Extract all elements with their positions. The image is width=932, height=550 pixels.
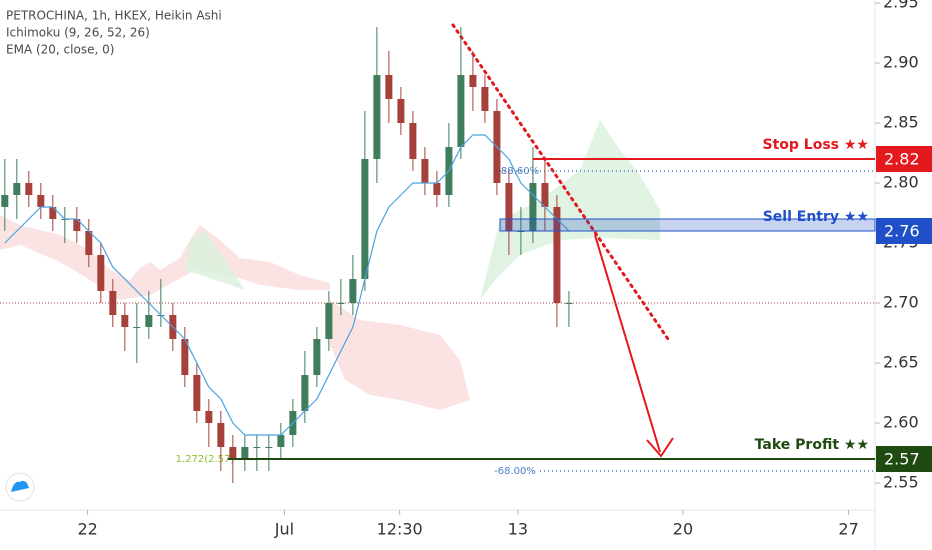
cloud-red bbox=[330, 300, 470, 410]
fib-label: 1.272(2.57) bbox=[176, 454, 235, 465]
level-price-box bbox=[876, 146, 932, 172]
level-name: Sell Entry ★★ bbox=[763, 209, 869, 225]
fib-label: -68.00% bbox=[494, 466, 536, 477]
level-price-box bbox=[876, 446, 932, 472]
trend-line bbox=[451, 23, 672, 344]
indicator-label: EMA (20, close, 0) bbox=[6, 43, 114, 57]
candle-body bbox=[565, 303, 573, 304]
candle-body bbox=[241, 447, 249, 459]
candle-body bbox=[49, 207, 57, 219]
candle-body bbox=[109, 291, 117, 315]
candle-body bbox=[37, 195, 45, 207]
y-tick-label: 2.65 bbox=[883, 353, 919, 372]
candle-body bbox=[1, 195, 9, 207]
candle-body bbox=[229, 447, 237, 459]
candle-body bbox=[421, 159, 429, 183]
y-tick-label: 2.80 bbox=[883, 173, 919, 192]
ema-line bbox=[4, 134, 570, 436]
x-tick-label: 12:30 bbox=[377, 520, 423, 539]
x-tick-label: Jul bbox=[274, 520, 294, 539]
level-price-label: 2.57 bbox=[884, 450, 920, 469]
candle-body bbox=[265, 447, 273, 448]
cloud-green bbox=[185, 230, 245, 290]
cloud-green bbox=[480, 120, 660, 300]
candle-body bbox=[469, 75, 477, 87]
y-tick-label: 2.90 bbox=[883, 53, 919, 72]
chart-title: PETROCHINA, 1h, HKEX, Heikin Ashi bbox=[6, 9, 222, 23]
candle-body bbox=[541, 183, 549, 207]
candle-body bbox=[529, 183, 537, 231]
candle-body bbox=[181, 339, 189, 375]
arrow bbox=[594, 234, 661, 453]
candle-body bbox=[301, 375, 309, 411]
ichimoku-cloud bbox=[0, 120, 660, 410]
x-tick-label: 20 bbox=[673, 520, 693, 539]
candle-body bbox=[253, 447, 261, 448]
y-tick-label: 2.85 bbox=[883, 113, 919, 132]
cloud-red bbox=[0, 215, 330, 300]
level-zone bbox=[499, 218, 876, 232]
candle-body bbox=[481, 87, 489, 111]
candle-body bbox=[121, 315, 129, 327]
y-tick-label: 2.95 bbox=[883, 0, 919, 12]
candle-body bbox=[457, 75, 465, 147]
candle-body bbox=[325, 303, 333, 339]
candle-body bbox=[373, 75, 381, 159]
arrow-head bbox=[646, 437, 674, 458]
y-tick-label: 2.70 bbox=[883, 293, 919, 312]
level-price-label: 2.82 bbox=[884, 150, 920, 169]
candle-body bbox=[385, 75, 393, 99]
candle-body bbox=[505, 183, 513, 231]
candle-body bbox=[25, 183, 33, 195]
candle-body bbox=[397, 99, 405, 123]
indicator-label: Ichimoku (9, 26, 52, 26) bbox=[6, 26, 150, 40]
y-tick-label: 2.60 bbox=[883, 413, 919, 432]
candle-body bbox=[97, 255, 105, 291]
candle-body bbox=[85, 231, 93, 255]
logo bbox=[5, 472, 35, 502]
candle-body bbox=[13, 183, 21, 195]
level-name: Take Profit ★★ bbox=[755, 437, 869, 453]
candle-body bbox=[349, 279, 357, 303]
candle-body bbox=[205, 411, 213, 423]
candle-body bbox=[277, 435, 285, 447]
x-tick-label: 27 bbox=[838, 520, 858, 539]
level-name: Stop Loss ★★ bbox=[763, 137, 869, 153]
y-tick-label: 2.55 bbox=[883, 473, 919, 492]
x-tick-label: 13 bbox=[508, 520, 528, 539]
candle-body bbox=[217, 423, 225, 447]
level-price-box bbox=[876, 218, 932, 244]
candle-body bbox=[133, 327, 141, 328]
candle-body bbox=[145, 315, 153, 327]
x-tick-label: 22 bbox=[77, 520, 97, 539]
candle-body bbox=[553, 207, 561, 303]
candle-body bbox=[193, 375, 201, 411]
candle-body bbox=[361, 159, 369, 279]
candle-body bbox=[337, 303, 345, 304]
candle-body bbox=[313, 339, 321, 375]
fib-label: 88.60% bbox=[501, 166, 539, 177]
candle-body bbox=[409, 123, 417, 159]
candle-body bbox=[433, 183, 441, 195]
level-price-label: 2.76 bbox=[884, 222, 920, 241]
candle-body bbox=[73, 219, 81, 231]
